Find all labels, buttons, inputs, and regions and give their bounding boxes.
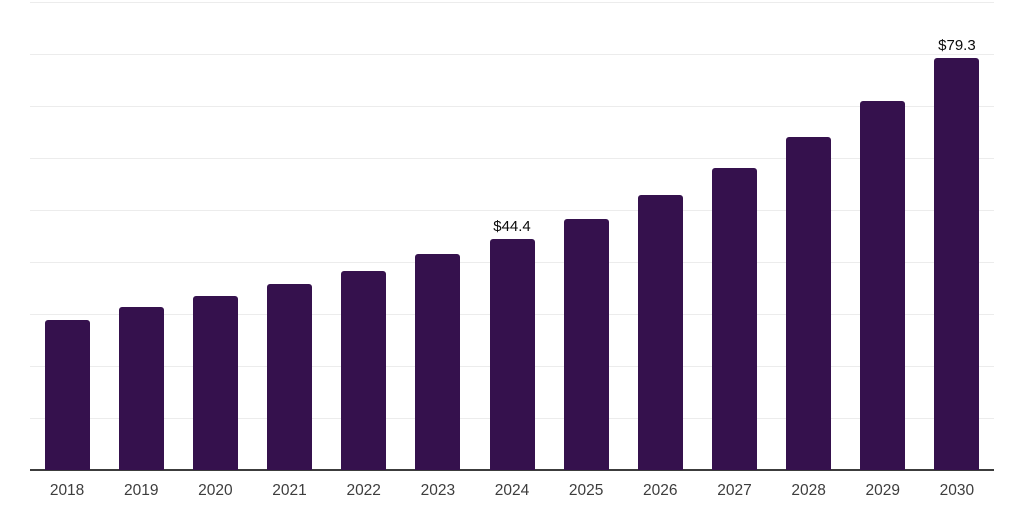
x-tick-label-2022: 2022 bbox=[346, 482, 381, 499]
bar-2022 bbox=[341, 270, 387, 470]
x-tick-label-2028: 2028 bbox=[791, 482, 826, 499]
x-tick-label-2019: 2019 bbox=[123, 482, 159, 499]
x-tick-label-2027: 2027 bbox=[717, 482, 752, 499]
bar-2028 bbox=[786, 137, 832, 470]
value-label-2030: $79.3 bbox=[938, 36, 976, 54]
bar-2026 bbox=[637, 194, 683, 470]
x-tick-label-2020: 2020 bbox=[198, 482, 233, 499]
x-tick-label-2018: 2018 bbox=[49, 482, 85, 499]
bar-2024 bbox=[489, 239, 535, 470]
bar-2018 bbox=[44, 319, 90, 470]
x-tick-label-2023: 2023 bbox=[420, 482, 456, 499]
x-tick-label-2029: 2029 bbox=[865, 482, 901, 499]
bar-2029 bbox=[860, 101, 906, 470]
bar-2021 bbox=[267, 283, 313, 470]
bar-2030 bbox=[934, 57, 980, 470]
x-axis-line bbox=[30, 469, 994, 471]
value-label-2024: $44.4 bbox=[493, 218, 531, 236]
x-tick-label-2030: 2030 bbox=[939, 482, 975, 499]
gridline-60 bbox=[30, 158, 994, 159]
bar-2023 bbox=[415, 253, 461, 470]
x-tick-label-2025: 2025 bbox=[568, 482, 604, 499]
x-tick-label-2021: 2021 bbox=[272, 482, 307, 499]
bar-2020 bbox=[192, 295, 238, 470]
gridline-70 bbox=[30, 106, 994, 107]
bar-2027 bbox=[711, 168, 757, 470]
bar-2025 bbox=[563, 218, 609, 470]
x-tick-label-2024: 2024 bbox=[494, 482, 530, 499]
gridline-90 bbox=[30, 2, 994, 3]
gridline-80 bbox=[30, 54, 994, 55]
plot-area: $44.4 $79.3 bbox=[30, 2, 994, 471]
x-tick-label-2026: 2026 bbox=[643, 482, 678, 499]
gridline-50 bbox=[30, 210, 994, 211]
x-axis-labels: 2018 2019 2020 2021 2022 2023 2024 2025 2026 2027… bbox=[30, 482, 994, 502]
bar-2019 bbox=[118, 306, 164, 470]
